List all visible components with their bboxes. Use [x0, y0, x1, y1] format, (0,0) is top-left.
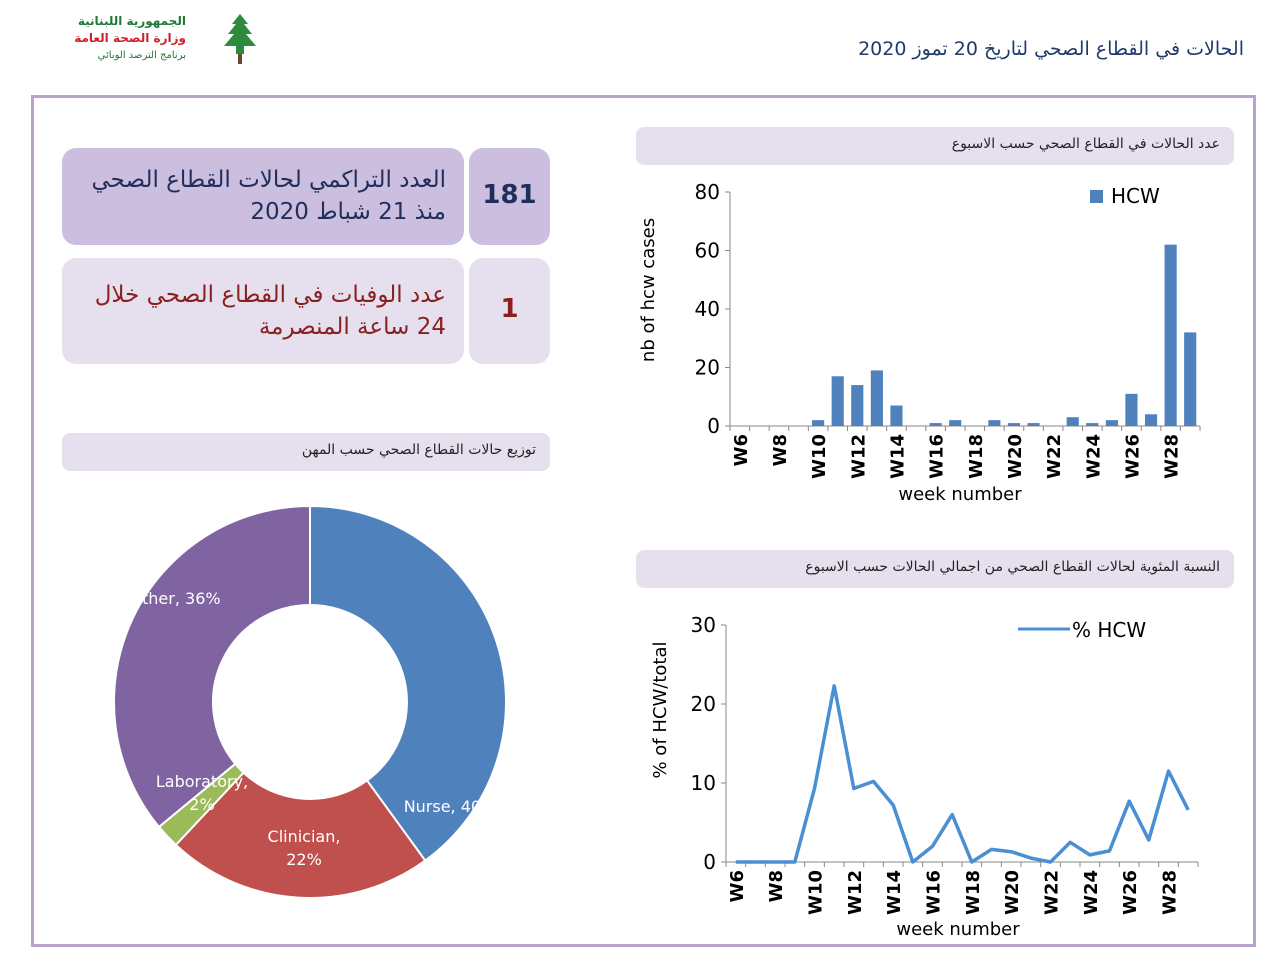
bar-W13 — [870, 370, 883, 426]
cumulative-label: العدد التراكمي لحالات القطاع الصحي منذ 2… — [91, 167, 446, 225]
bar-W12 — [851, 385, 864, 426]
donut-slice-1 — [174, 771, 427, 900]
donut-label-2: Laboratory, 2% — [156, 772, 248, 814]
bar-x-tick-label: W26 — [1122, 434, 1143, 479]
line-x-tick-label: W6 — [727, 870, 748, 902]
donut-label-3: Other, 36% — [129, 589, 220, 608]
bar-legend-label: HCW — [1111, 184, 1160, 208]
donut-label-0: Nurse, 40% — [404, 797, 497, 816]
line-y-tick-label: 20 — [691, 692, 716, 716]
logo-line-ministry: وزارة الصحة العامة — [74, 31, 186, 45]
bar-W11 — [831, 376, 844, 426]
bar-W26 — [1125, 393, 1138, 426]
bar-y-tick-label: 0 — [707, 414, 720, 438]
bar-y-tick-label: 60 — [695, 239, 720, 263]
line-x-tick-label: W12 — [845, 870, 866, 915]
bar-W28 — [1164, 244, 1177, 426]
bar-x-axis-label: week number — [898, 484, 1022, 505]
bar-x-tick-label: W24 — [1083, 434, 1104, 479]
bar-W24 — [1086, 423, 1099, 426]
bar-x-tick-label: W16 — [927, 434, 948, 479]
bar-x-tick-label: W18 — [966, 434, 987, 479]
deaths-label-box — [62, 258, 464, 364]
bar-x-tick-label: W20 — [1005, 434, 1026, 479]
cumulative-value: 181 — [482, 180, 537, 210]
line-x-tick-label: W10 — [806, 870, 827, 915]
deaths-value: 1 — [500, 294, 519, 324]
deaths-label: عدد الوفيات في القطاع الصحي خلال 24 ساعة… — [94, 282, 446, 340]
bar-legend-swatch — [1090, 190, 1103, 203]
profession-donut-chart: Nurse, 40% Clinician, 22% Laboratory, 2% Othe… — [112, 504, 508, 900]
line-x-axis-label: week number — [896, 919, 1020, 940]
bar-W17 — [949, 420, 962, 426]
bar-x-tick-label: W10 — [809, 434, 830, 479]
cumulative-label-box — [62, 148, 464, 245]
cumulative-value-box — [469, 148, 550, 245]
bar-x-tick-label: W14 — [887, 434, 908, 479]
weekly-cases-bar-chart: nb of hcw cases week number 0 20 40 60 80 W6 W… — [638, 180, 1201, 505]
line-y-tick-label: 0 — [703, 850, 716, 874]
bar-W21 — [1027, 423, 1040, 426]
donut-label-1: Clinician, 22% — [268, 827, 341, 869]
profession-header: توزيع حالات القطاع الصحي حسب المهن — [62, 433, 550, 471]
cedar-logo-icon — [224, 14, 256, 64]
page-title: الحالات في القطاع الصحي لتاريخ 20 تموز 2… — [858, 38, 1244, 60]
line-x-tick-label: W26 — [1120, 870, 1141, 915]
bar-x-tick-label: W12 — [848, 434, 869, 479]
line-y-tick-label: 10 — [691, 771, 716, 795]
line-x-tick-label: W28 — [1160, 870, 1181, 915]
line-y-tick-label: 30 — [691, 613, 716, 637]
bar-W19 — [988, 420, 1001, 426]
bar-y-tick-label: 40 — [695, 297, 720, 321]
bar-x-tick-label: W6 — [731, 434, 752, 466]
bar-y-axis-label: nb of hcw cases — [638, 218, 659, 362]
bar-W10 — [812, 420, 825, 426]
bar-W27 — [1144, 414, 1158, 426]
bar-W14 — [890, 405, 903, 426]
bar-W16 — [929, 423, 942, 426]
line-x-tick-label: W14 — [884, 870, 905, 915]
line-x-tick-label: W18 — [963, 870, 984, 915]
bar-W23 — [1066, 417, 1079, 426]
bar-W29 — [1184, 332, 1197, 426]
line-legend-label: % HCW — [1072, 618, 1146, 642]
donut-slice-0 — [309, 504, 508, 862]
percentage-header: النسبة المئوية لحالات القطاع الصحي من اج… — [636, 550, 1234, 588]
dashboard-frame — [31, 95, 1256, 947]
bar-y-tick-label: 80 — [695, 180, 720, 204]
bar-x-tick-label: W22 — [1044, 434, 1065, 479]
logo-line-program: برنامج الترصد الوبائي — [97, 50, 186, 61]
percentage-line-chart: % of HCW/total week number 0 10 20 30 W6 W8 W1… — [650, 613, 1199, 940]
line-x-tick-label: W16 — [924, 870, 945, 915]
bar-y-tick-label: 20 — [695, 356, 720, 380]
logo-line-republic: الجمهورية اللبنانية — [77, 14, 186, 28]
weekly-cases-header: عدد الحالات في القطاع الصحي حسب الاسبوع — [636, 127, 1234, 165]
line-x-tick-label: W24 — [1081, 870, 1102, 915]
line-x-tick-label: W20 — [1002, 870, 1023, 915]
line-series-hcw — [735, 684, 1190, 864]
line-x-tick-label: W22 — [1042, 870, 1063, 915]
bar-x-tick-label: W28 — [1162, 434, 1183, 479]
line-x-tick-label: W8 — [766, 870, 787, 902]
bar-x-tick-label: W8 — [770, 434, 791, 466]
deaths-value-box — [469, 258, 550, 364]
donut-slice-3 — [112, 504, 311, 829]
line-y-axis-label: % of HCW/total — [650, 641, 671, 778]
bar-W20 — [1007, 423, 1021, 426]
bar-W25 — [1105, 420, 1118, 426]
